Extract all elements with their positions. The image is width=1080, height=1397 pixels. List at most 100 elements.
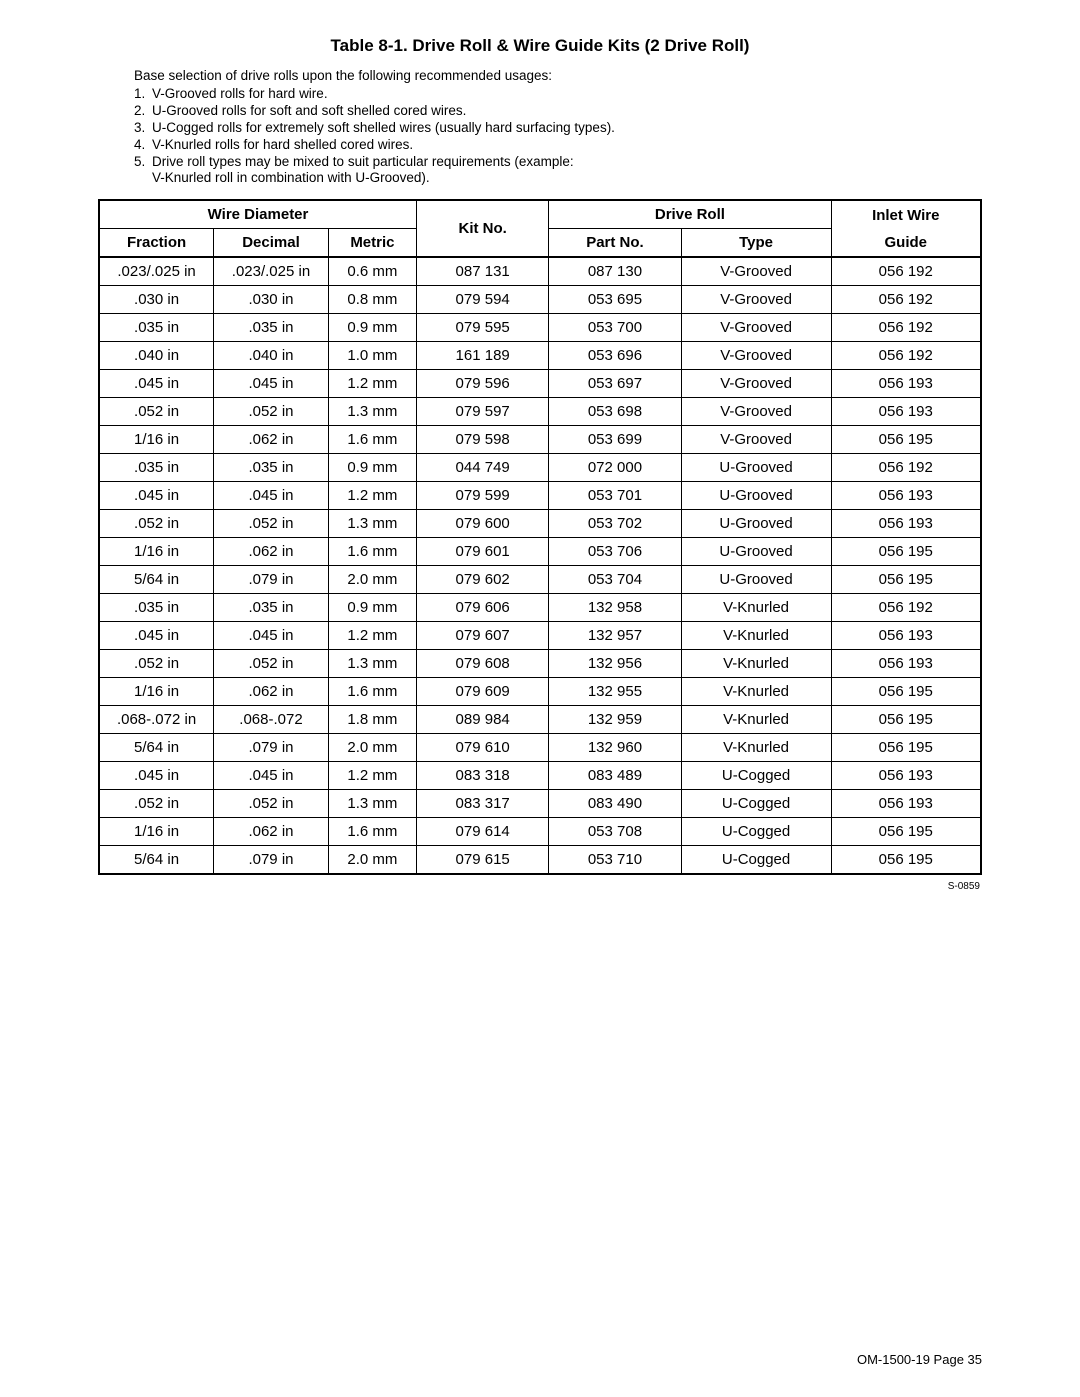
table-row: .040 in.040 in1.0 mm161 189053 696V-Groo…	[99, 342, 981, 370]
table-cell: V-Knurled	[681, 734, 831, 762]
table-cell: 1.2 mm	[328, 482, 416, 510]
table-cell: 072 000	[549, 454, 681, 482]
th-kit-no: Kit No.	[417, 200, 549, 257]
table-cell: 0.9 mm	[328, 454, 416, 482]
table-row: .045 in.045 in1.2 mm083 318083 489U-Cogg…	[99, 762, 981, 790]
table-cell: 053 700	[549, 314, 681, 342]
table-row: 5/64 in.079 in2.0 mm079 615053 710U-Cogg…	[99, 846, 981, 875]
table-cell: 079 596	[417, 370, 549, 398]
table-row: 5/64 in.079 in2.0 mm079 602053 704U-Groo…	[99, 566, 981, 594]
table-cell: .035 in	[214, 594, 329, 622]
table-cell: 1.3 mm	[328, 650, 416, 678]
table-cell: .052 in	[214, 790, 329, 818]
table-row: .052 in.052 in1.3 mm079 600053 702U-Groo…	[99, 510, 981, 538]
table-cell: 056 192	[831, 594, 981, 622]
table-cell: 1/16 in	[99, 818, 214, 846]
table-cell: 056 193	[831, 510, 981, 538]
table-cell: .035 in	[99, 454, 214, 482]
drive-roll-table: Wire Diameter Kit No. Drive Roll Inlet W…	[98, 199, 982, 875]
table-cell: .052 in	[214, 398, 329, 426]
table-cell: 1.6 mm	[328, 538, 416, 566]
table-cell: 056 192	[831, 342, 981, 370]
table-cell: 056 195	[831, 734, 981, 762]
table-cell: 079 610	[417, 734, 549, 762]
table-cell: 053 696	[549, 342, 681, 370]
table-cell: 087 130	[549, 257, 681, 286]
table-cell: .030 in	[214, 286, 329, 314]
th-wire-diameter: Wire Diameter	[99, 200, 417, 229]
table-cell: .045 in	[99, 622, 214, 650]
th-inlet-wire: Inlet Wire	[831, 200, 981, 229]
table-cell: 132 959	[549, 706, 681, 734]
table-cell: 056 192	[831, 314, 981, 342]
table-body: .023/.025 in.023/.025 in0.6 mm087 131087…	[99, 257, 981, 874]
table-cell: 056 195	[831, 846, 981, 875]
th-drive-roll: Drive Roll	[549, 200, 831, 229]
table-cell: .040 in	[99, 342, 214, 370]
table-cell: .035 in	[214, 454, 329, 482]
table-cell: .023/.025 in	[214, 257, 329, 286]
table-cell: U-Cogged	[681, 818, 831, 846]
table-cell: 079 606	[417, 594, 549, 622]
table-cell: .079 in	[214, 566, 329, 594]
table-cell: .062 in	[214, 678, 329, 706]
table-cell: 056 193	[831, 650, 981, 678]
table-cell: 1/16 in	[99, 538, 214, 566]
table-cell: 079 598	[417, 426, 549, 454]
page-footer: OM-1500-19 Page 35	[857, 1352, 982, 1367]
table-cell: 053 695	[549, 286, 681, 314]
th-type: Type	[681, 229, 831, 258]
intro-text: Base selection of drive rolls upon the f…	[134, 68, 982, 83]
table-cell: 1.6 mm	[328, 678, 416, 706]
table-row: 1/16 in.062 in1.6 mm079 601053 706U-Groo…	[99, 538, 981, 566]
table-cell: .045 in	[214, 370, 329, 398]
table-row: 1/16 in.062 in1.6 mm079 598053 699V-Groo…	[99, 426, 981, 454]
table-cell: 079 615	[417, 846, 549, 875]
table-cell: .030 in	[99, 286, 214, 314]
table-cell: 132 960	[549, 734, 681, 762]
note-1: 1.V-Grooved rolls for hard wire.	[134, 86, 982, 103]
note-5: 5.Drive roll types may be mixed to suit …	[134, 154, 982, 171]
table-cell: .079 in	[214, 846, 329, 875]
note-3: 3.U-Cogged rolls for extremely soft shel…	[134, 120, 982, 137]
table-cell: 079 601	[417, 538, 549, 566]
table-row: .045 in.045 in1.2 mm079 596053 697V-Groo…	[99, 370, 981, 398]
table-cell: V-Grooved	[681, 370, 831, 398]
table-cell: 0.6 mm	[328, 257, 416, 286]
table-cell: 083 318	[417, 762, 549, 790]
table-cell: 056 192	[831, 286, 981, 314]
table-cell: 1.3 mm	[328, 790, 416, 818]
table-cell: 2.0 mm	[328, 566, 416, 594]
table-cell: 079 607	[417, 622, 549, 650]
table-cell: 079 600	[417, 510, 549, 538]
table-cell: 053 710	[549, 846, 681, 875]
table-cell: .052 in	[99, 510, 214, 538]
table-cell: 053 698	[549, 398, 681, 426]
table-cell: V-Knurled	[681, 678, 831, 706]
table-cell: .079 in	[214, 734, 329, 762]
table-cell: 053 706	[549, 538, 681, 566]
table-cell: .023/.025 in	[99, 257, 214, 286]
table-cell: 1.2 mm	[328, 622, 416, 650]
table-cell: 053 704	[549, 566, 681, 594]
table-row: 5/64 in.079 in2.0 mm079 610132 960V-Knur…	[99, 734, 981, 762]
table-cell: V-Knurled	[681, 650, 831, 678]
table-cell: 087 131	[417, 257, 549, 286]
table-cell: 1/16 in	[99, 426, 214, 454]
table-cell: 056 193	[831, 762, 981, 790]
table-row: .035 in.035 in0.9 mm079 595053 700V-Groo…	[99, 314, 981, 342]
table-cell: U-Cogged	[681, 846, 831, 875]
table-cell: .068-.072	[214, 706, 329, 734]
table-cell: 1/16 in	[99, 678, 214, 706]
table-cell: 1.2 mm	[328, 370, 416, 398]
table-row: .035 in.035 in0.9 mm044 749072 000U-Groo…	[99, 454, 981, 482]
table-cell: 2.0 mm	[328, 846, 416, 875]
table-cell: .045 in	[99, 482, 214, 510]
notes-block: 1.V-Grooved rolls for hard wire. 2.U-Gro…	[134, 86, 982, 187]
table-cell: 089 984	[417, 706, 549, 734]
table-cell: .062 in	[214, 426, 329, 454]
table-row: .052 in.052 in1.3 mm079 608132 956V-Knur…	[99, 650, 981, 678]
table-cell: .035 in	[214, 314, 329, 342]
table-cell: .052 in	[99, 650, 214, 678]
th-fraction: Fraction	[99, 229, 214, 258]
